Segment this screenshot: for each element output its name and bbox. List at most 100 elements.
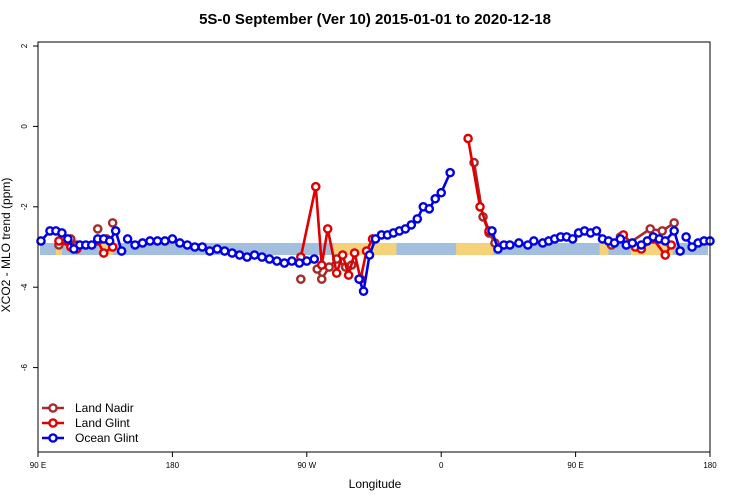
plot-area	[36, 133, 715, 297]
data-point	[257, 252, 267, 262]
data-point	[316, 260, 327, 270]
data-point	[349, 248, 360, 258]
data-point	[122, 234, 133, 244]
data-point	[294, 258, 305, 268]
data-point	[57, 228, 67, 238]
data-point	[104, 236, 115, 246]
data-point	[424, 204, 435, 214]
data-point	[234, 250, 245, 260]
legend-label: Land Nadir	[75, 401, 134, 415]
x-tick-label: 180	[703, 461, 717, 470]
data-point	[145, 236, 155, 246]
data-point	[110, 226, 121, 236]
data-point	[54, 236, 64, 246]
x-tick-label: 0	[439, 461, 444, 470]
data-point	[358, 286, 369, 297]
land-patch-4	[599, 242, 609, 256]
data-point	[475, 202, 485, 212]
y-tick-label: -4	[20, 283, 29, 291]
data-point	[204, 246, 215, 256]
data-point	[279, 258, 290, 268]
data-point	[272, 256, 282, 266]
data-point	[309, 254, 320, 264]
data-point	[430, 193, 441, 204]
data-point	[364, 250, 375, 260]
x-tick-label: 90 E	[30, 461, 46, 470]
data-point	[137, 238, 148, 248]
data-point	[264, 254, 275, 264]
data-point	[436, 187, 447, 198]
series-land-nadir	[54, 157, 679, 284]
x-tick-label: 90 E	[567, 461, 583, 470]
series-land-glint	[54, 133, 676, 284]
data-point	[505, 240, 515, 250]
data-point	[249, 250, 260, 260]
data-point	[337, 250, 348, 260]
chart-title: 5S-0 September (Ver 10) 2015-01-01 to 20…	[199, 11, 551, 28]
data-point	[301, 256, 312, 266]
data-point	[669, 218, 679, 228]
data-point	[406, 220, 417, 230]
data-point	[116, 246, 127, 256]
data-point	[98, 248, 109, 258]
y-axis-label: XCO2 - MLO trend (ppm)	[0, 178, 13, 313]
data-point	[514, 238, 524, 248]
data-point	[591, 226, 602, 236]
y-tick-label: -6	[20, 363, 29, 371]
data-point	[197, 242, 208, 252]
data-point	[287, 256, 297, 266]
plot-frame	[37, 41, 711, 453]
y-tick-label: -2	[20, 203, 29, 211]
series-line	[299, 186, 374, 280]
data-point	[152, 236, 163, 246]
data-point	[645, 224, 656, 234]
legend-label: Land Glint	[75, 416, 130, 430]
data-point	[354, 274, 364, 284]
x-axis-label: Longitude	[349, 477, 402, 491]
series-ocean-glint	[36, 167, 715, 297]
data-point	[212, 244, 222, 254]
data-point	[669, 226, 679, 236]
data-point	[182, 240, 193, 250]
data-point	[316, 274, 327, 284]
x-axis: 90 E 180 90 W 0 90 E 180	[30, 452, 717, 470]
data-point	[487, 226, 497, 236]
data-point	[627, 238, 638, 248]
data-point	[445, 167, 455, 178]
legend-swatch-marker	[48, 418, 58, 428]
legend-item-land-glint: Land Glint	[42, 416, 130, 430]
land-patch-1	[100, 242, 113, 256]
data-point	[331, 268, 342, 278]
data-point	[681, 232, 691, 242]
data-point	[343, 270, 354, 280]
y-tick-label: 0	[20, 124, 29, 129]
data-point	[660, 250, 671, 260]
data-point	[296, 274, 306, 284]
data-point	[660, 236, 671, 246]
data-point	[412, 214, 423, 224]
data-point	[227, 248, 237, 258]
data-point	[675, 246, 685, 256]
data-point	[36, 236, 46, 246]
data-point	[107, 218, 118, 228]
data-point	[175, 238, 185, 248]
legend-swatch-marker	[48, 403, 58, 413]
data-point	[219, 246, 230, 256]
data-point	[86, 240, 97, 250]
legend-label: Ocean Glint	[75, 431, 139, 445]
data-point	[92, 224, 103, 234]
legend-swatch-marker	[48, 433, 58, 443]
legend-item-land-nadir: Land Nadir	[42, 401, 134, 415]
data-point	[189, 242, 200, 252]
data-point	[130, 240, 140, 250]
data-point	[528, 236, 539, 246]
y-axis: 2 0 -2 -4 -6	[20, 43, 38, 371]
legend-item-ocean-glint: Ocean Glint	[42, 431, 139, 445]
land-patch-3	[456, 242, 494, 256]
data-point	[657, 226, 668, 236]
data-point	[167, 234, 178, 244]
data-point	[324, 262, 335, 272]
x-tick-label: 180	[166, 461, 180, 470]
